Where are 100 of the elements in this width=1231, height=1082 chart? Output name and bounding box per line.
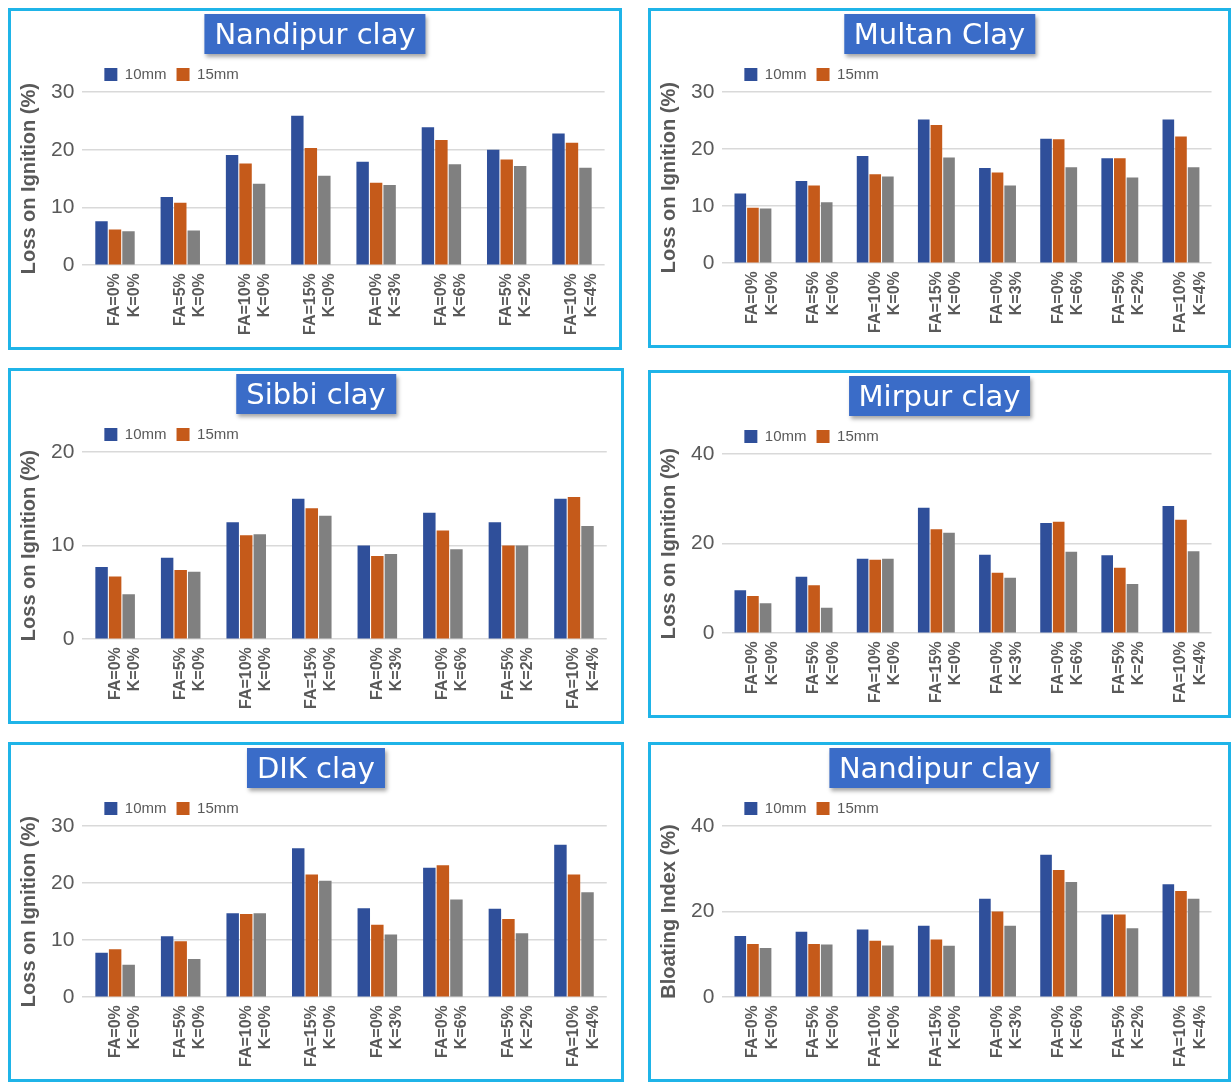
- x-tick-label: FA=15% K=0%: [926, 1005, 963, 1067]
- bar: [450, 899, 463, 997]
- bar: [930, 125, 943, 263]
- bar: [1187, 167, 1200, 263]
- bar: [226, 913, 239, 997]
- bar: [384, 554, 398, 639]
- bar: [734, 935, 747, 997]
- bar: [820, 202, 833, 263]
- bar: [1162, 884, 1175, 997]
- bar: [421, 127, 435, 265]
- y-tick-label: 0: [702, 249, 715, 273]
- bar: [1126, 583, 1139, 633]
- x-tick-label: FA=5% K=2%: [497, 273, 534, 327]
- bar: [917, 119, 930, 263]
- legend-label: 15mm: [197, 424, 239, 442]
- y-tick-label: 20: [691, 135, 715, 159]
- y-axis-title: Bloating Index (%): [656, 824, 679, 999]
- bar: [979, 167, 991, 263]
- bar: [95, 952, 108, 997]
- bar: [1052, 870, 1065, 997]
- bar: [565, 142, 579, 265]
- x-tick-label: FA=10% K=4%: [1171, 271, 1208, 333]
- bar: [369, 182, 383, 265]
- bar: [515, 545, 529, 639]
- bar: [856, 929, 869, 997]
- bar: [991, 172, 1004, 263]
- bar: [882, 558, 894, 633]
- bar: [436, 530, 450, 639]
- legend-label: 15mm: [837, 798, 879, 816]
- x-tick-label: FA=15% K=0%: [301, 273, 338, 335]
- y-axis-title: Loss on Ignition (%): [16, 83, 39, 275]
- bar: [882, 176, 894, 263]
- x-tick-label: FA=0% K=6%: [1049, 271, 1086, 325]
- bar: [304, 148, 318, 265]
- x-tick-label: FA=15% K=0%: [926, 271, 963, 333]
- x-tick-label: FA=10% K=4%: [564, 1005, 601, 1067]
- y-axis-title: Loss on Ignition (%): [656, 448, 679, 640]
- bar: [759, 947, 772, 997]
- bar: [122, 594, 135, 639]
- x-tick-label: FA=0% K=0%: [743, 1005, 780, 1059]
- bar: [1101, 158, 1113, 263]
- bar: [450, 549, 463, 639]
- bar: [759, 208, 772, 263]
- bar: [448, 164, 462, 265]
- y-tick-label: 0: [702, 983, 715, 1007]
- x-tick-label: FA=10% K=0%: [236, 647, 273, 709]
- bar: [581, 525, 594, 639]
- bar: [820, 944, 833, 997]
- x-tick-label: FA=10% K=4%: [1171, 1005, 1208, 1067]
- y-tick-label: 30: [51, 78, 75, 102]
- chart-title: Sibbi clay: [236, 374, 396, 414]
- bar: [917, 925, 930, 997]
- y-axis-title: Loss on Ignition (%): [16, 816, 39, 1008]
- bar: [160, 557, 174, 639]
- legend-label: 10mm: [764, 64, 807, 82]
- bar: [188, 571, 201, 639]
- x-tick-label: FA=0% K=0%: [105, 647, 142, 701]
- bar: [734, 193, 747, 263]
- legend-label: 15mm: [197, 798, 239, 816]
- y-tick-label: 40: [691, 812, 715, 836]
- bar: [95, 567, 108, 639]
- y-tick-label: 20: [51, 438, 75, 462]
- bar: [1162, 505, 1175, 633]
- bar: [734, 590, 747, 633]
- x-tick-label: FA=0% K=3%: [367, 1005, 404, 1059]
- y-tick-label: 20: [691, 530, 715, 554]
- x-tick-label: FA=10% K=0%: [865, 641, 902, 703]
- y-tick-label: 0: [62, 251, 75, 275]
- bar: [239, 163, 252, 265]
- bar: [579, 167, 592, 265]
- bar: [869, 174, 882, 263]
- bar: [108, 949, 122, 997]
- y-tick-label: 10: [691, 192, 715, 216]
- bar: [174, 569, 187, 639]
- bar: [435, 139, 448, 265]
- bar: [747, 596, 759, 633]
- bar: [1004, 185, 1016, 263]
- bar: [917, 507, 930, 633]
- bar: [252, 183, 266, 265]
- x-tick-label: FA=5% K=2%: [1110, 1005, 1147, 1059]
- x-tick-label: FA=5% K=0%: [804, 1005, 841, 1059]
- bar: [436, 865, 450, 997]
- x-tick-label: FA=0% K=6%: [431, 273, 469, 327]
- bar: [808, 185, 820, 263]
- x-tick-label: FA=0% K=3%: [987, 1005, 1025, 1059]
- bar: [554, 498, 567, 639]
- bar: [1052, 139, 1065, 263]
- bar: [1065, 882, 1078, 997]
- legend-label: 15mm: [837, 426, 879, 444]
- x-tick-label: FA=5% K=0%: [171, 1005, 208, 1059]
- y-tick-label: 20: [51, 136, 75, 160]
- bar: [305, 874, 319, 997]
- y-axis-title: Loss on Ignition (%): [16, 450, 39, 642]
- chart-title: Nandipur clay: [204, 14, 426, 54]
- bar: [160, 197, 173, 265]
- bar: [882, 945, 894, 997]
- bar: [795, 931, 808, 997]
- bar: [979, 554, 991, 633]
- x-tick-label: FA=0% K=6%: [433, 647, 470, 701]
- bar: [747, 207, 759, 263]
